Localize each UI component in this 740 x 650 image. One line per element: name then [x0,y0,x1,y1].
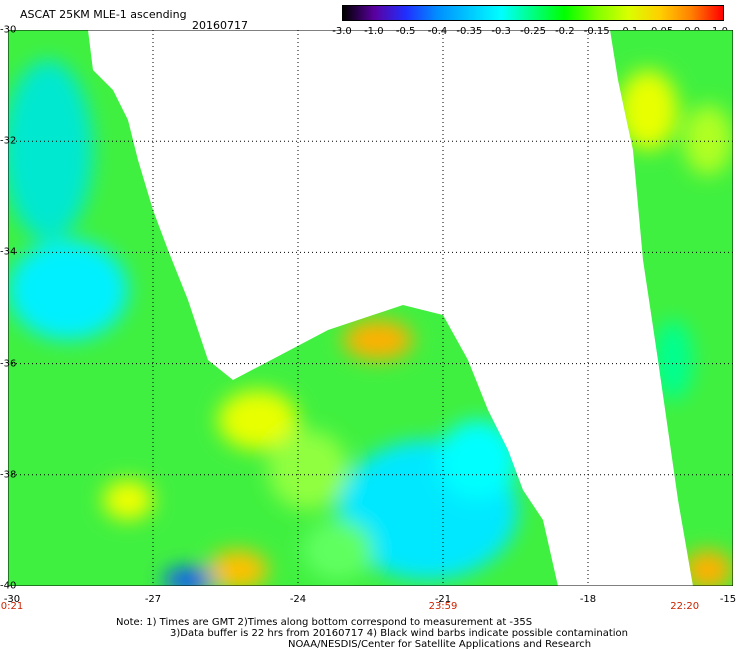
time-label: 22:20 [670,601,700,612]
lon-label: -30 [3,594,21,605]
note-line-1: Note: 1) Times are GMT 2)Times along bot… [116,617,533,628]
colorbar-tick-label: -0.4 [427,26,448,37]
colorbar-tick-label: -0.2 [555,26,575,37]
note-line-3: NOAA/NESDIS/Center for Satellite Applica… [288,639,592,650]
lon-label: -18 [579,594,597,605]
colorbar-tick-label: -0.15 [583,26,610,37]
colorbar-tick-label: -0.3 [491,26,511,37]
map-title: ASCAT 25KM MLE-1 ascending [20,8,187,21]
lat-label: -38 [0,469,17,481]
colorbar-gradient [343,6,723,20]
lat-label: -30 [0,24,17,36]
lon-label: -24 [289,594,307,605]
time-label: 0:21 [0,601,24,612]
colorbar-tick-label: -0.25 [520,26,546,37]
wind-field-map [8,30,733,586]
lon-label: -27 [144,594,162,605]
colorbar [342,5,724,21]
lat-label: -36 [0,358,17,370]
colorbar-tick-label: -0.35 [456,26,483,37]
colorbar-tick-label: -1.0 [364,26,384,37]
graticule [8,30,733,586]
note-line-2: 3)Data buffer is 22 hrs from 20160717 4)… [170,628,628,639]
time-label: 23:59 [428,601,458,612]
lat-label: -34 [0,246,17,258]
swath-west [8,30,558,586]
colorbar-tick-label: -0.5 [395,26,416,37]
colorbar-tick-label: -3.0 [332,26,352,37]
lon-label: -15 [719,594,737,605]
lat-label: -32 [0,135,17,147]
map-date: 20160717 [192,19,248,32]
lat-label: -40 [0,580,17,592]
lon-label: -21 [434,594,452,605]
